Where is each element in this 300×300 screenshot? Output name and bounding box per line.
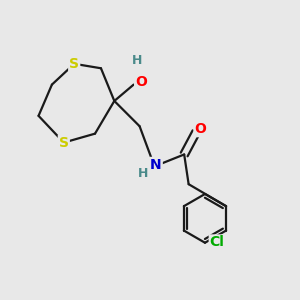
Text: S: S xyxy=(59,136,69,150)
Text: H: H xyxy=(137,167,148,180)
Text: S: S xyxy=(69,57,79,71)
Text: N: N xyxy=(150,158,162,172)
Text: O: O xyxy=(135,75,147,88)
Text: O: O xyxy=(195,122,206,136)
Text: Cl: Cl xyxy=(210,236,225,249)
Text: H: H xyxy=(131,54,142,67)
